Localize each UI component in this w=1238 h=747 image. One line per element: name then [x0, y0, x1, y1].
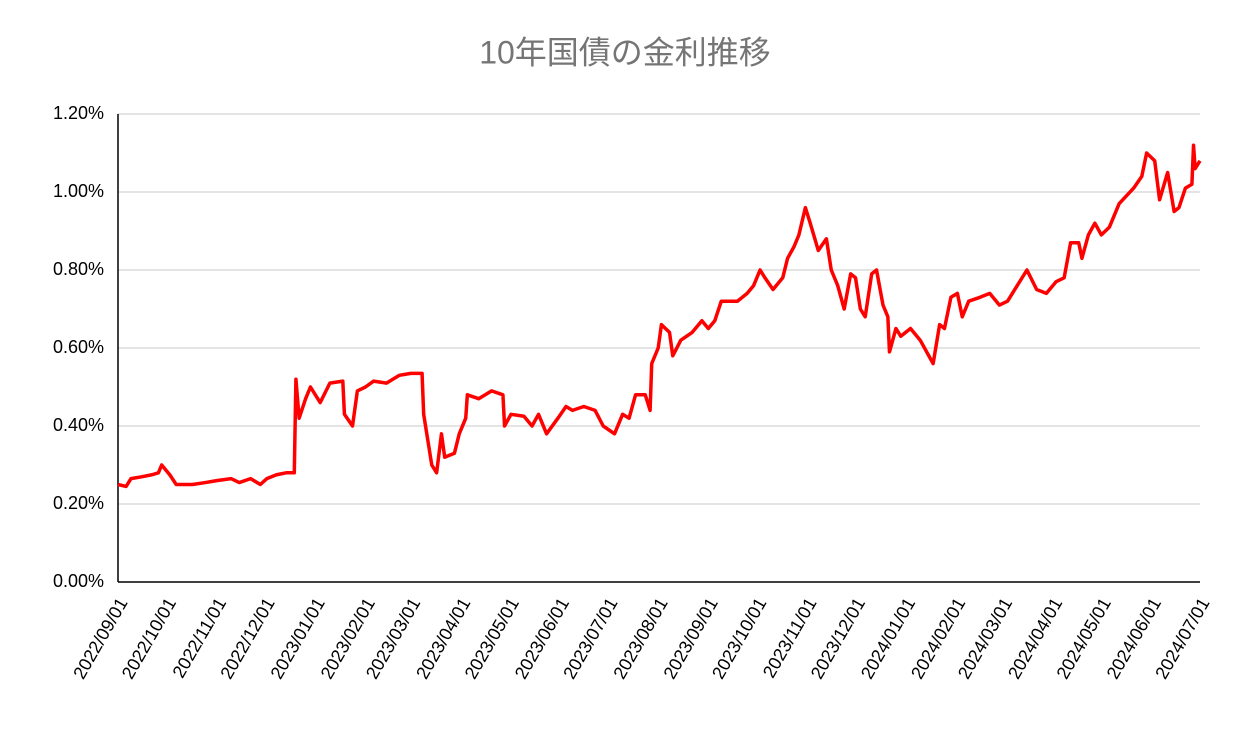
y-tick-label: 1.00% [53, 181, 104, 201]
y-tick-label: 0.60% [53, 337, 104, 357]
chart-title: 10年国債の金利推移 [479, 34, 771, 70]
y-tick-label: 1.20% [53, 103, 104, 123]
y-tick-label: 0.00% [53, 571, 104, 591]
y-tick-label: 0.80% [53, 259, 104, 279]
series-line [117, 143, 1202, 489]
y-tick-label: 0.20% [53, 493, 104, 513]
y-tick-label: 0.40% [53, 415, 104, 435]
